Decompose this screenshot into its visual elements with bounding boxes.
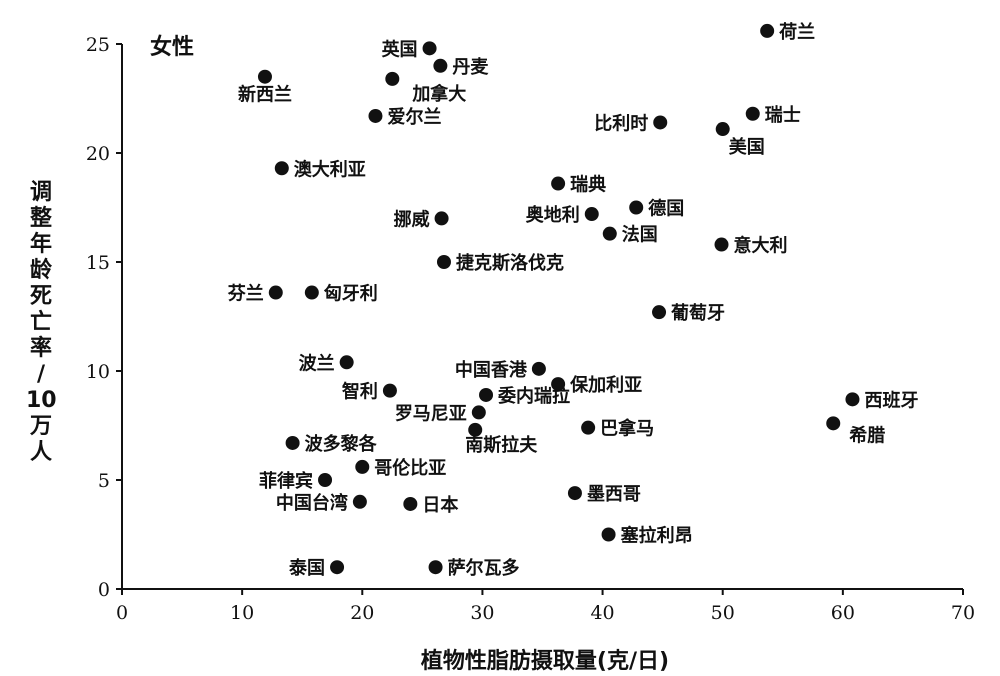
data-label: 比利时 (594, 112, 648, 134)
data-label: 爱尔兰 (388, 106, 442, 128)
data-label: 丹麦 (452, 56, 489, 78)
y-tick-label: 20 (86, 143, 110, 165)
data-label: 法国 (622, 224, 658, 246)
data-label: 智利 (342, 381, 378, 403)
data-label: 瑞士 (765, 105, 801, 126)
data-point (257, 69, 272, 84)
data-label: 波兰 (299, 352, 335, 374)
data-label: 加拿大 (411, 83, 466, 105)
data-label: 捷克斯洛伐克 (456, 252, 564, 274)
data-point (330, 560, 345, 575)
data-label: 波多黎各 (305, 433, 378, 455)
data-label: 芬兰 (227, 283, 264, 305)
data-point (352, 494, 367, 509)
data-label: 哥伦比亚 (374, 457, 446, 479)
data-label: 委内瑞拉 (497, 385, 570, 407)
y-tick-label: 10 (86, 361, 110, 383)
data-point (652, 305, 667, 320)
data-point (468, 422, 483, 437)
data-point (318, 473, 333, 487)
data-label: 墨西哥 (587, 484, 641, 505)
y-tick-label: 15 (86, 252, 110, 274)
y-tick-label: 5 (98, 470, 110, 492)
data-point (471, 405, 486, 420)
data-label: 奥地利 (526, 204, 580, 226)
data-point (551, 176, 566, 191)
data-point (745, 106, 760, 121)
x-tick-label: 70 (951, 602, 975, 624)
data-point (602, 226, 617, 241)
data-label: 德国 (648, 198, 684, 220)
data-label: 保加利亚 (569, 374, 642, 396)
data-label: 南斯拉夫 (465, 434, 538, 456)
data-label: 挪威 (394, 208, 430, 230)
data-label: 英国 (381, 38, 418, 60)
data-label: 意大利 (734, 235, 788, 257)
data-point (434, 211, 449, 226)
x-tick-label: 40 (590, 602, 614, 624)
data-label: 瑞典 (570, 174, 606, 196)
data-point (433, 58, 448, 73)
y-tick-label: 0 (98, 579, 110, 601)
data-point (653, 115, 668, 130)
data-label: 中国香港 (455, 359, 528, 381)
x-tick-label: 10 (230, 602, 254, 624)
chart-title: 女性 (150, 34, 194, 60)
data-point (368, 108, 383, 123)
data-point (339, 355, 354, 370)
data-point (428, 560, 443, 575)
data-point (584, 207, 599, 222)
data-point (551, 377, 566, 392)
data-label: 泰国 (288, 557, 325, 579)
data-point (479, 387, 494, 402)
x-tick-label: 20 (350, 602, 374, 624)
data-point (268, 285, 283, 300)
y-axis-label: 调整年龄死亡率/10 万人 (26, 180, 57, 465)
data-point (760, 23, 775, 38)
data-point (629, 200, 644, 215)
data-label: 美国 (729, 136, 765, 158)
x-tick-label: 0 (116, 602, 128, 624)
data-label: 塞拉利昂 (621, 525, 693, 547)
data-point (581, 420, 596, 435)
data-label: 新西兰 (238, 84, 292, 106)
data-label: 荷兰 (779, 21, 815, 43)
data-point (304, 285, 319, 300)
data-point (715, 122, 730, 137)
data-label: 菲律宾 (259, 470, 313, 492)
x-tick-label: 60 (831, 602, 855, 624)
data-point (355, 459, 370, 474)
data-label: 萨尔瓦多 (448, 557, 520, 579)
data-point (385, 71, 400, 86)
data-point (436, 255, 451, 269)
data-point (285, 435, 300, 450)
data-point (845, 392, 860, 407)
data-point (714, 237, 729, 252)
y-tick-label: 25 (86, 34, 110, 56)
data-point (382, 383, 397, 398)
data-point (826, 416, 841, 431)
data-point (531, 361, 546, 376)
data-label: 罗马尼亚 (395, 403, 467, 424)
data-point (403, 496, 418, 511)
data-point (567, 486, 582, 501)
x-tick-label: 50 (711, 602, 735, 624)
data-label: 匈牙利 (324, 283, 378, 305)
data-label: 葡萄牙 (670, 302, 725, 324)
data-label: 澳大利亚 (294, 158, 366, 180)
data-point (422, 41, 437, 56)
data-point (601, 527, 616, 542)
x-axis-label: 植物性脂肪摄取量(克/日) (421, 648, 669, 674)
data-label: 中国台湾 (276, 492, 348, 514)
data-label: 日本 (422, 494, 458, 516)
data-label: 巴拿马 (600, 418, 654, 440)
x-tick-label: 30 (470, 602, 494, 624)
data-label: 希腊 (849, 424, 885, 446)
data-point (274, 161, 289, 176)
data-label: 西班牙 (864, 390, 918, 411)
